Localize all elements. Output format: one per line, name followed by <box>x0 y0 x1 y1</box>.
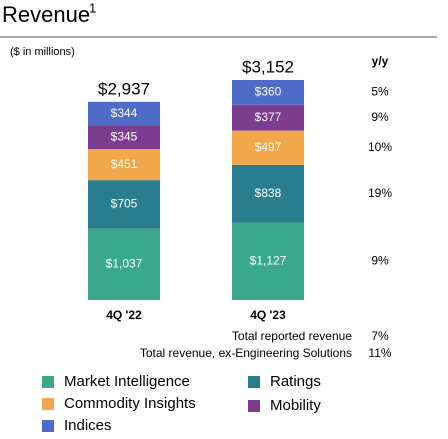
x-tick-label: 4Q '23 <box>250 308 286 322</box>
x-tick-label: 4Q '22 <box>106 308 142 322</box>
bar-segment <box>88 180 160 229</box>
total-label: $2,937 <box>98 79 150 98</box>
subtitle: ($ in millions) <box>10 46 75 58</box>
bar-segment <box>232 80 304 105</box>
note-label: Total revenue, ex-Engineering Solutions <box>140 346 352 360</box>
segment-label: $838 <box>255 186 282 200</box>
legend-label: Ratings <box>270 373 321 390</box>
title-footnote: 1 <box>89 0 96 15</box>
bar-segment <box>88 228 160 300</box>
bar-segment <box>232 104 304 131</box>
segment-label: $360 <box>255 85 282 99</box>
note-value: 7% <box>371 329 389 343</box>
bar-segment <box>232 222 304 300</box>
legend-swatch <box>42 376 54 388</box>
legend-swatch <box>42 398 54 410</box>
yoy-label: 9% <box>371 253 389 267</box>
legend-label: Mobility <box>270 397 321 414</box>
yoy-label: 9% <box>371 110 389 124</box>
note-value: 11% <box>368 346 391 360</box>
note-label: Total reported revenue <box>232 329 352 343</box>
bar-segment <box>88 149 160 181</box>
yoy-label: 5% <box>371 85 389 99</box>
segment-label: $451 <box>111 157 138 171</box>
bar-segment <box>88 101 160 126</box>
segment-label: $497 <box>255 140 282 154</box>
bar-segment <box>88 125 160 150</box>
yoy-header: y/y <box>372 54 389 68</box>
segment-label: $705 <box>111 197 138 211</box>
total-label: $3,152 <box>242 57 294 76</box>
legend-swatch <box>248 400 260 412</box>
chart-title: Revenue <box>2 2 90 27</box>
legend-label: Indices <box>64 417 112 434</box>
legend-swatch <box>42 420 54 432</box>
segment-label: $345 <box>111 129 138 143</box>
yoy-label: 10% <box>368 140 392 154</box>
segment-label: $344 <box>111 106 138 120</box>
segment-label: $1,127 <box>250 253 287 267</box>
yoy-label: 19% <box>368 186 392 200</box>
segment-label: $1,037 <box>106 257 143 271</box>
segment-label: $377 <box>255 110 282 124</box>
legend-label: Market Intelligence <box>64 373 190 390</box>
bar-segment <box>232 164 304 223</box>
legend-swatch <box>248 376 260 388</box>
legend-label: Commodity Insights <box>64 395 196 412</box>
bar-segment <box>232 130 304 165</box>
